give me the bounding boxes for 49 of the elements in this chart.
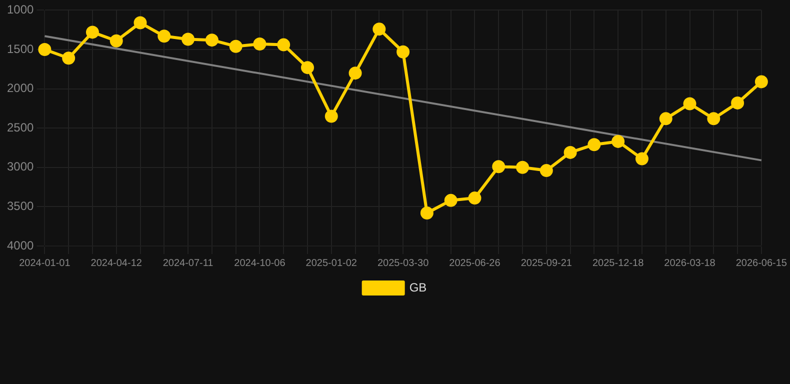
point [612, 134, 625, 148]
point [62, 52, 76, 65]
point [420, 206, 434, 220]
y-tick-label: 2000 [6, 81, 34, 96]
y-tick-label: 3000 [6, 160, 34, 174]
y-tick-label: 1000 [6, 2, 34, 17]
x-tick-label: 2025-03-30 [377, 258, 430, 269]
point [277, 38, 290, 52]
point [348, 66, 362, 80]
x-tick-label: 2025-12-18 [592, 258, 644, 269]
x-tick-label: 2025-01-02 [306, 258, 358, 269]
point [396, 45, 410, 58]
y-tick-label: 4000 [6, 238, 34, 252]
point [707, 112, 720, 126]
x-tick-label: 2024-07-11 [162, 258, 214, 269]
point [444, 194, 458, 207]
point [754, 75, 768, 88]
x-tick-label: 2024-04-12 [90, 258, 142, 269]
x-tick-label: 2025-06-26 [449, 258, 501, 269]
point [516, 160, 530, 174]
point [110, 34, 123, 48]
x-tick-label: 2026-06-15 [736, 258, 788, 269]
point [134, 16, 147, 30]
x-tick-label: 2025-09-21 [520, 258, 572, 269]
x-tick-label: 2026-03-18 [664, 258, 716, 269]
point [564, 146, 577, 159]
point [229, 40, 242, 53]
point [86, 26, 99, 39]
y-tick-label: 2500 [6, 120, 34, 134]
point [300, 61, 314, 74]
point [659, 112, 672, 126]
point [683, 97, 696, 110]
point [182, 32, 195, 46]
point [731, 96, 744, 110]
point [324, 110, 338, 123]
x-tick-label: 2024-01-01 [19, 258, 71, 269]
point [253, 38, 266, 50]
point [492, 160, 506, 174]
point [635, 152, 648, 166]
point [468, 192, 482, 205]
point [158, 30, 171, 43]
point [588, 138, 601, 152]
point [372, 22, 386, 36]
y-tick-label: 1500 [6, 42, 34, 56]
point [205, 34, 218, 47]
y-tick-label: 3500 [6, 199, 34, 214]
x-tick-label: 2024-10-06 [234, 258, 286, 269]
legend-label: GB [409, 280, 427, 294]
point [540, 164, 553, 178]
